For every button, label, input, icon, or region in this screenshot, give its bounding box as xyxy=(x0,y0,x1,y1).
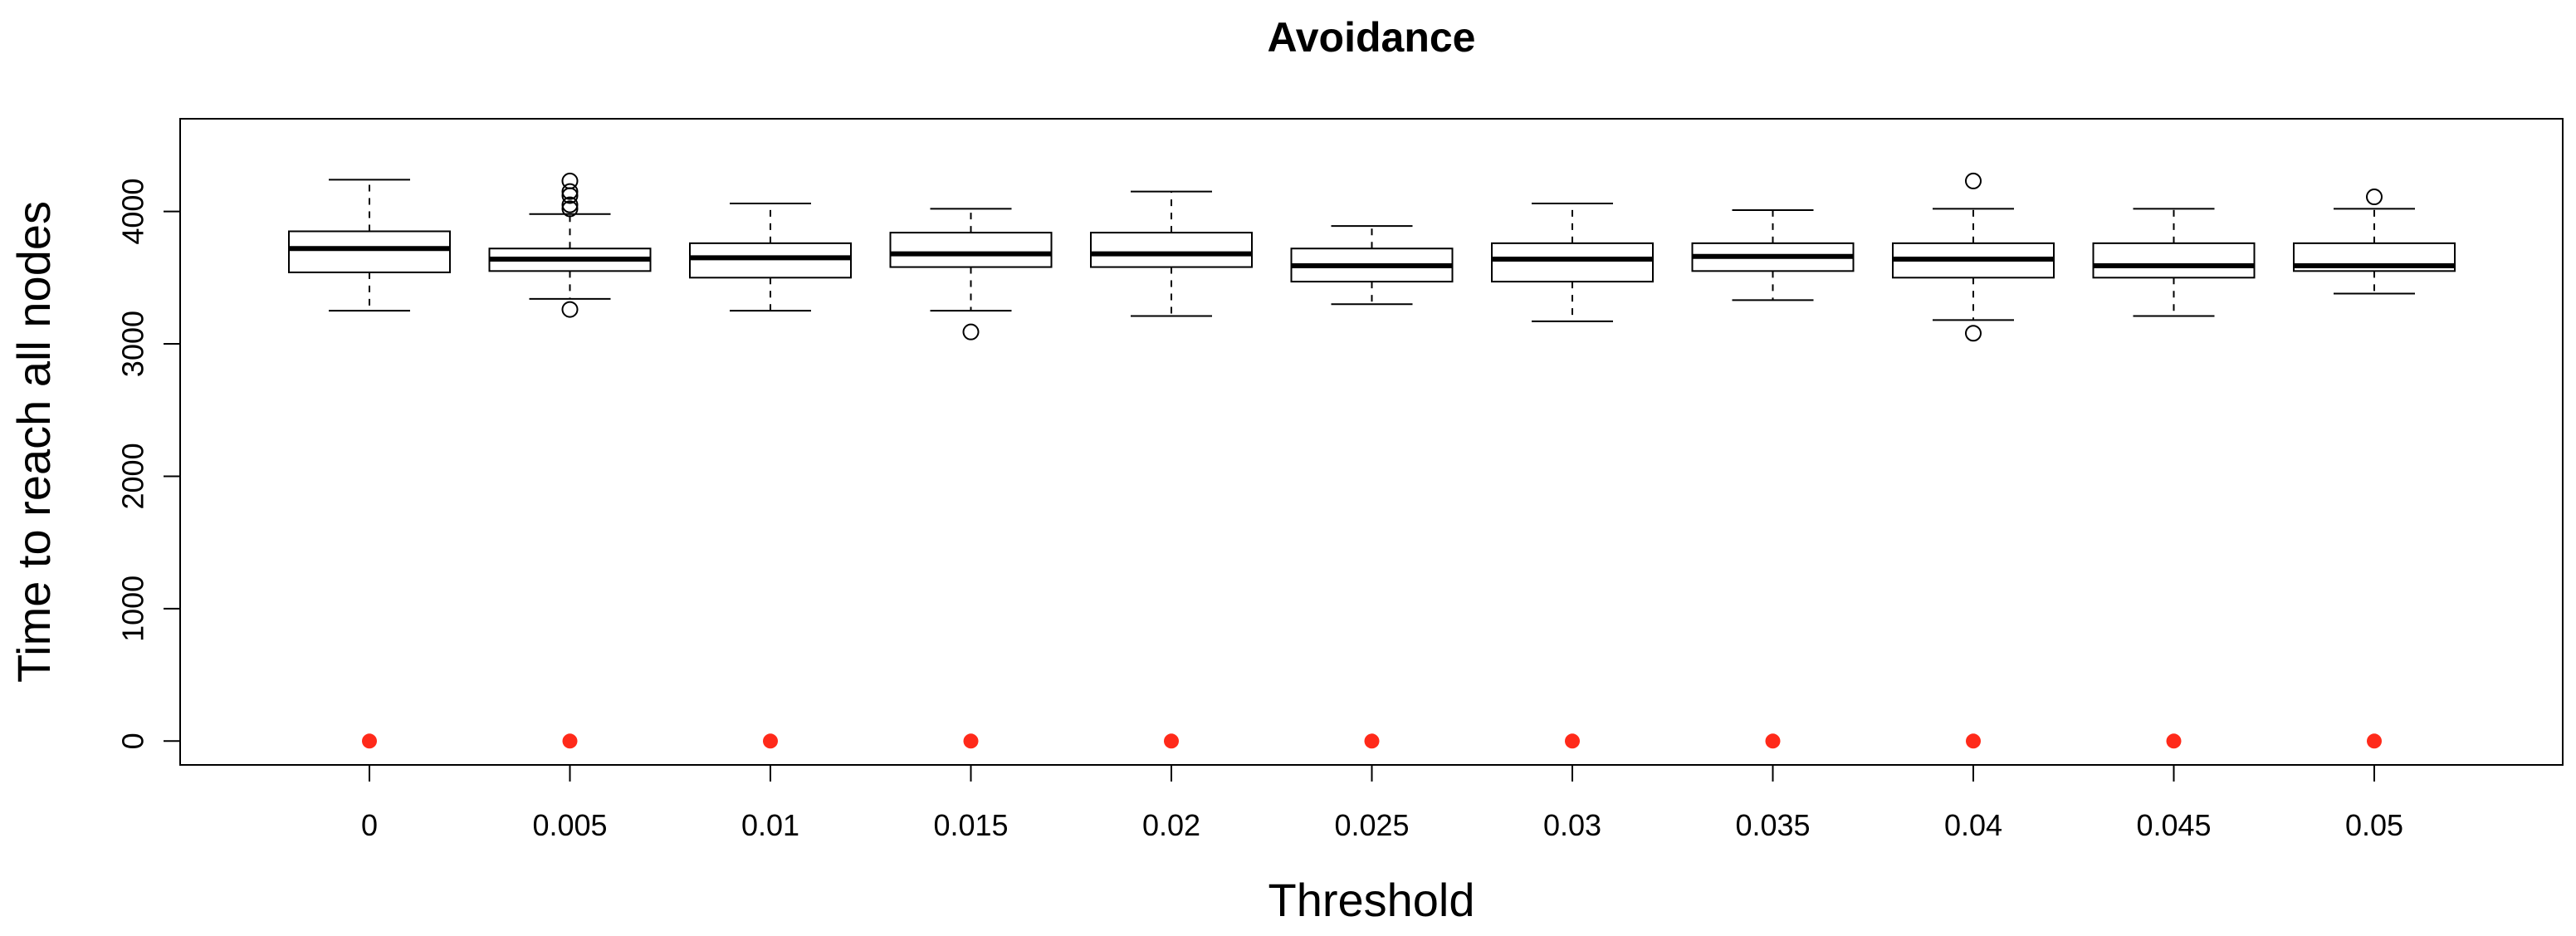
red-point xyxy=(1364,733,1380,749)
y-axis: 0 1000 2000 3000 4000 xyxy=(116,179,181,749)
x-tick-label: 0.045 xyxy=(2136,808,2211,842)
x-tick-label: 0.015 xyxy=(933,808,1008,842)
outlier-point xyxy=(1965,325,1982,342)
y-axis-label: Time to reach all nodes xyxy=(7,201,60,683)
outlier-point xyxy=(2366,189,2383,206)
outlier-point xyxy=(962,323,980,341)
box-group xyxy=(1491,203,1654,322)
box-group xyxy=(2092,208,2256,317)
box-group xyxy=(1090,190,1253,317)
x-axis: 0 0.005 0.01 0.015 0.02 0.025 0.03 0.035 0.04 0.0… xyxy=(361,764,2403,842)
y-tick-label: 2000 xyxy=(116,443,150,509)
x-tick-label: 0 xyxy=(361,808,378,842)
x-tick-label: 0.02 xyxy=(1142,808,1200,842)
red-point xyxy=(1966,733,1981,749)
x-tick-label: 0.03 xyxy=(1543,808,1601,842)
red-point xyxy=(963,733,979,749)
red-point xyxy=(1164,733,1179,749)
box-iqr xyxy=(1090,232,1253,268)
red-point xyxy=(1765,733,1781,749)
box-group xyxy=(488,172,652,318)
outlier-point xyxy=(561,196,579,213)
y-tick-label: 3000 xyxy=(116,311,150,377)
x-tick-label: 0.01 xyxy=(741,808,799,842)
y-tick-label: 0 xyxy=(116,733,150,749)
outlier-point xyxy=(561,172,579,189)
box-iqr xyxy=(1491,242,1654,283)
box-group xyxy=(689,203,852,312)
y-tick-label: 4000 xyxy=(116,179,150,245)
box-iqr xyxy=(288,230,451,273)
x-tick-label: 0.005 xyxy=(532,808,607,842)
x-tick-label: 0.035 xyxy=(1735,808,1810,842)
red-point xyxy=(362,733,377,749)
y-tick-label: 1000 xyxy=(116,576,150,642)
chart-title: Avoidance xyxy=(1267,14,1475,61)
outlier-point xyxy=(561,200,579,218)
box-group xyxy=(2293,189,2456,295)
boxes-layer xyxy=(288,172,2456,342)
x-axis-label: Threshold xyxy=(1268,874,1474,926)
red-point xyxy=(2367,733,2382,749)
box-iqr xyxy=(689,242,852,279)
box-group xyxy=(288,179,451,312)
outlier-point xyxy=(561,183,579,200)
red-point xyxy=(1565,733,1580,749)
box-iqr xyxy=(889,232,1053,268)
box-group xyxy=(1691,209,1855,301)
box-group xyxy=(889,208,1053,341)
red-point xyxy=(562,733,578,749)
x-tick-label: 0.04 xyxy=(1944,808,2002,842)
box-iqr xyxy=(2092,242,2256,279)
outlier-point xyxy=(1965,172,1982,189)
red-point xyxy=(763,733,778,749)
points-layer xyxy=(362,733,2382,749)
outlier-point xyxy=(561,301,579,318)
x-tick-label: 0.025 xyxy=(1334,808,1409,842)
box-group xyxy=(1892,172,2055,342)
plot-frame xyxy=(179,118,2564,766)
x-tick-label: 0.05 xyxy=(2345,808,2403,842)
box-group xyxy=(1290,225,1454,306)
red-point xyxy=(2166,733,2182,749)
